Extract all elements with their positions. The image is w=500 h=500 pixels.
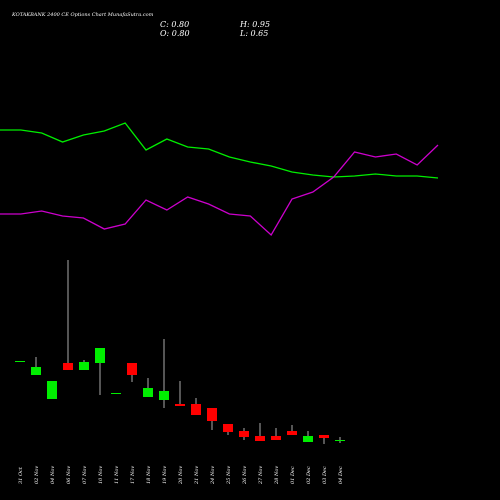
x-tick-label: 24 Nov [210, 466, 216, 485]
x-tick-label: 10 Nov [98, 466, 104, 484]
candle-body [319, 435, 329, 438]
x-tick-label: 26 Nov [242, 466, 248, 485]
candle-body [79, 362, 89, 370]
candle-body [175, 404, 185, 406]
header-open: O: 0.80 [160, 29, 190, 38]
candle-body [15, 361, 25, 362]
candle-body [111, 393, 121, 394]
x-tick-label: 20 Nov [178, 466, 184, 485]
x-tick-label: 02 Nov [34, 466, 40, 484]
x-tick-label: 18 Nov [146, 466, 152, 484]
candle-body [159, 391, 169, 400]
x-tick-label: 19 Nov [162, 466, 168, 484]
x-tick-label: 04 Dec [338, 466, 344, 484]
candle-body [95, 348, 105, 363]
candle-body [207, 408, 217, 421]
candle-body [335, 440, 345, 441]
candle-body [143, 388, 153, 397]
header-high: H: 0.95 [239, 20, 270, 29]
header-low: L: 0.65 [239, 29, 268, 38]
candle-body [127, 363, 137, 375]
header-close: C: 0.80 [160, 20, 189, 29]
x-tick-label: 02 Dec [306, 466, 312, 484]
x-tick-label: 11 Nov [114, 466, 120, 484]
candle-body [303, 436, 313, 442]
x-tick-label: 21 Nov [194, 466, 200, 485]
x-tick-label: 03 Dec [322, 466, 328, 484]
x-tick-label: 01 Dec [290, 466, 296, 484]
x-tick-label: 17 Nov [130, 466, 136, 484]
candle-body [239, 431, 249, 437]
candle-body [63, 363, 73, 370]
candle-body [31, 367, 41, 375]
candle-body [287, 431, 297, 435]
candle-body [271, 436, 281, 440]
x-tick-label: 04 Nov [50, 466, 56, 484]
candle-body [191, 404, 201, 415]
x-tick-label: 07 Nov [82, 466, 88, 484]
indicator-line [0, 122, 439, 179]
candle-body [255, 436, 265, 441]
x-tick-label: 28 Nov [274, 466, 280, 485]
chart-title: KOTAKBANK 2400 CE Options Chart MunafaSu… [11, 12, 154, 18]
candle-body [223, 424, 233, 432]
x-tick-label: 25 Nov [226, 466, 232, 485]
indicator-line [0, 144, 439, 237]
x-tick-label: 31 Oct [18, 466, 24, 484]
candle-body [47, 381, 57, 399]
x-tick-label: 27 Nov [258, 466, 264, 485]
x-tick-label: 06 Nov [66, 466, 72, 484]
